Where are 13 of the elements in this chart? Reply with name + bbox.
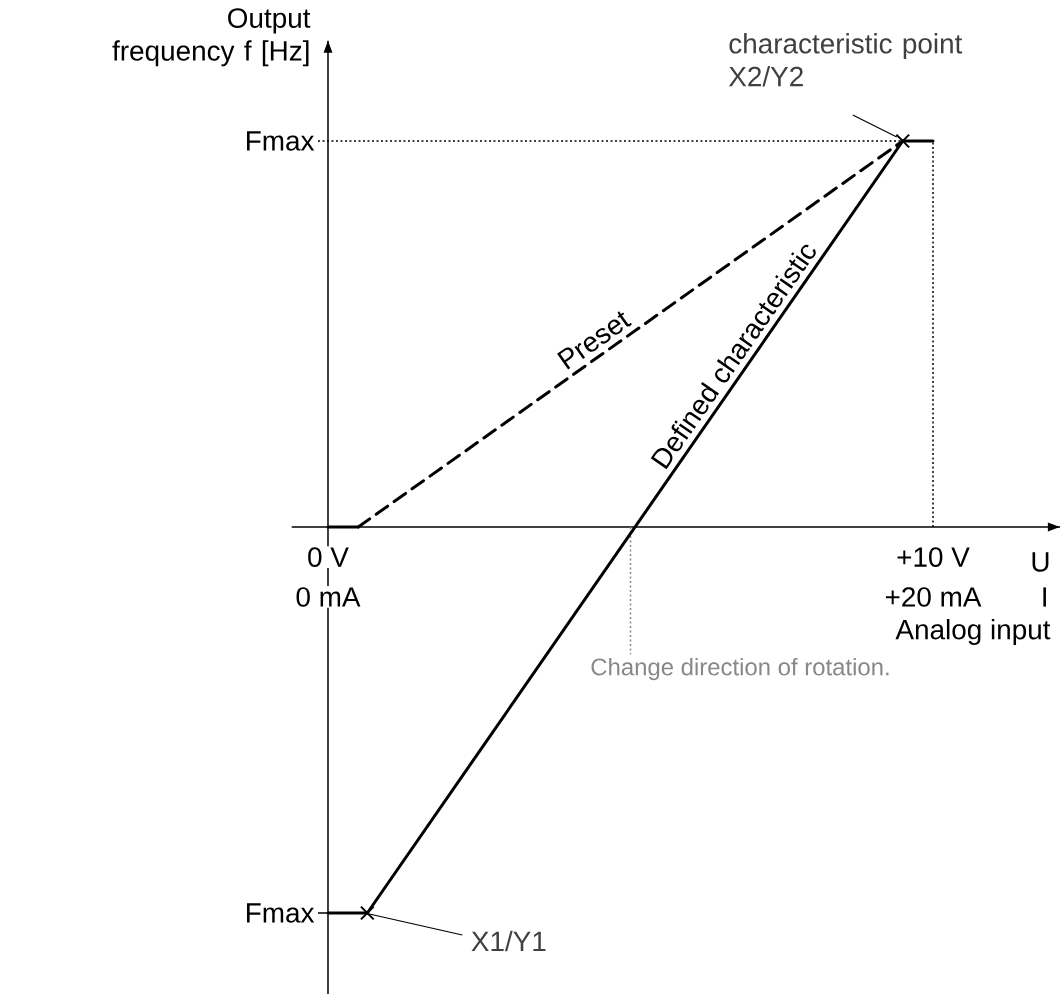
x2-axis-title: I <box>1043 587 1046 607</box>
y-axis-title: Output frequency f [Hz] <box>112 8 311 67</box>
annotation: characteristic point X2/Y2 <box>728 33 963 87</box>
annotation: X1/Y1 <box>471 930 546 952</box>
x2-tick-label: +20 mA <box>885 587 982 607</box>
x-tick-label: +10 V <box>897 547 970 567</box>
ref-line-label: Change direction of rotation. <box>591 657 889 681</box>
x-axis-title: U <box>1032 552 1049 572</box>
x2-tick-label: 0 mA <box>296 587 361 607</box>
x-tick-label: 0 V <box>308 547 349 567</box>
ref-line-label: Fmax <box>247 903 315 923</box>
ref-line-label: Fmax <box>247 131 315 151</box>
annotation: Analog input <box>895 619 1051 645</box>
